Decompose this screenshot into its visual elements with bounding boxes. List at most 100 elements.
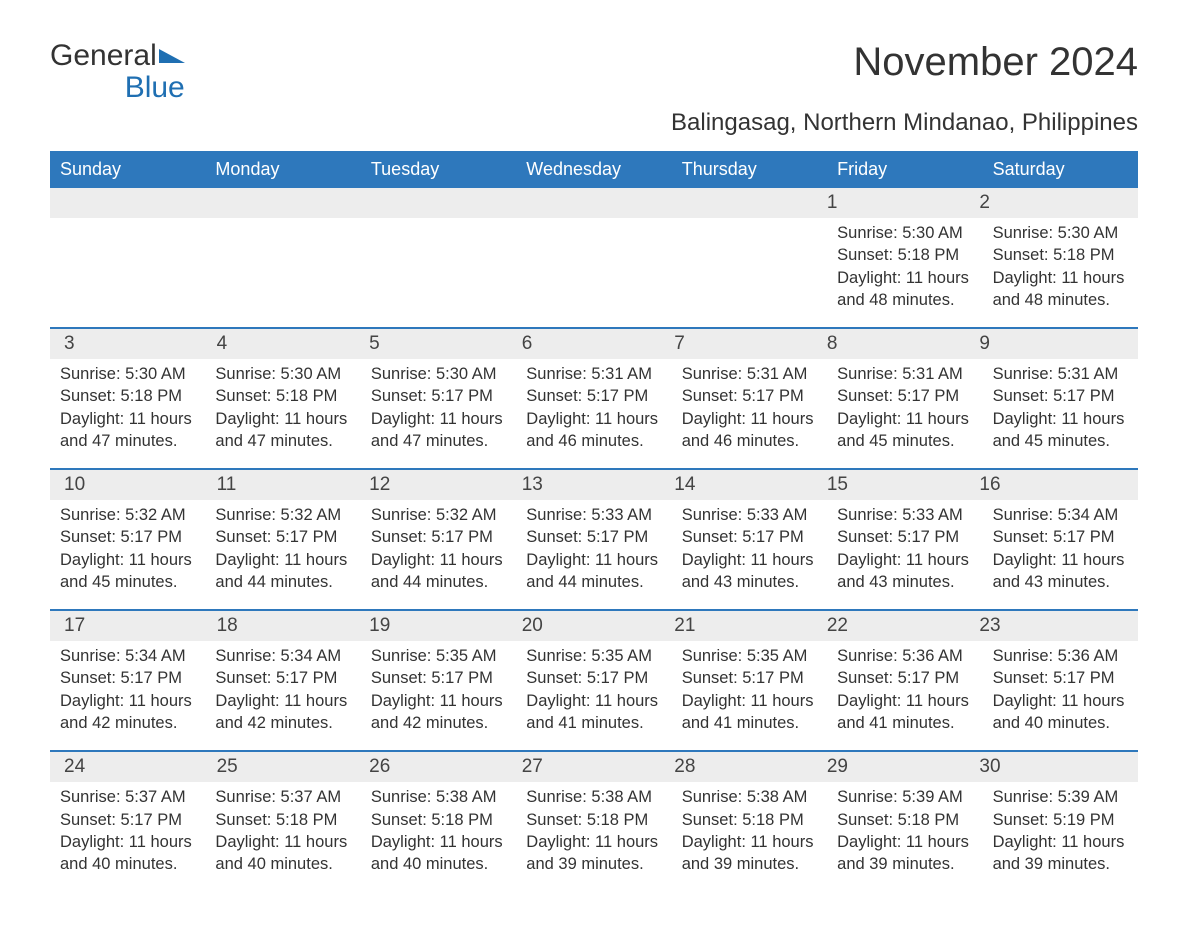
day-cell: Sunrise: 5:33 AMSunset: 5:17 PMDaylight:… xyxy=(516,500,671,609)
day-cell xyxy=(50,218,205,327)
daylight-text: Daylight: 11 hours and 39 minutes. xyxy=(526,831,661,876)
daylight-text: Daylight: 11 hours and 44 minutes. xyxy=(526,549,661,594)
daynum-row: 17181920212223 xyxy=(50,611,1138,641)
sunset-text: Sunset: 5:17 PM xyxy=(215,667,350,689)
day-number: 16 xyxy=(975,472,1128,498)
sunset-text: Sunset: 5:19 PM xyxy=(993,809,1128,831)
sunset-text: Sunset: 5:18 PM xyxy=(60,385,195,407)
day-number: 18 xyxy=(213,613,366,639)
sunset-text: Sunset: 5:18 PM xyxy=(215,809,350,831)
daylight-text: Daylight: 11 hours and 47 minutes. xyxy=(215,408,350,453)
daylight-text: Daylight: 11 hours and 39 minutes. xyxy=(993,831,1128,876)
weekday-header: Saturday xyxy=(983,153,1138,186)
weekday-header: Thursday xyxy=(672,153,827,186)
day-cell: Sunrise: 5:34 AMSunset: 5:17 PMDaylight:… xyxy=(50,641,205,750)
day-cell: Sunrise: 5:37 AMSunset: 5:17 PMDaylight:… xyxy=(50,782,205,891)
location-subtitle: Balingasag, Northern Mindanao, Philippin… xyxy=(50,109,1138,137)
weekday-header: Wednesday xyxy=(516,153,671,186)
sunset-text: Sunset: 5:17 PM xyxy=(682,526,817,548)
daylight-text: Daylight: 11 hours and 45 minutes. xyxy=(993,408,1128,453)
day-number: 4 xyxy=(213,331,366,357)
day-cell: Sunrise: 5:39 AMSunset: 5:18 PMDaylight:… xyxy=(827,782,982,891)
sunset-text: Sunset: 5:18 PM xyxy=(993,244,1128,266)
logo-text-1: General xyxy=(50,40,157,72)
daynum-row: 10111213141516 xyxy=(50,470,1138,500)
sunset-text: Sunset: 5:17 PM xyxy=(526,526,661,548)
day-number: 2 xyxy=(975,190,1128,216)
sunrise-text: Sunrise: 5:30 AM xyxy=(993,222,1128,244)
sunrise-text: Sunrise: 5:31 AM xyxy=(682,363,817,385)
header: General Blue November 2024 xyxy=(50,40,1138,103)
daylight-text: Daylight: 11 hours and 45 minutes. xyxy=(60,549,195,594)
sunrise-text: Sunrise: 5:31 AM xyxy=(993,363,1128,385)
daynum-row: 12 xyxy=(50,188,1138,218)
daylight-text: Daylight: 11 hours and 46 minutes. xyxy=(526,408,661,453)
sunrise-text: Sunrise: 5:32 AM xyxy=(215,504,350,526)
day-number: 3 xyxy=(60,331,213,357)
day-number: 6 xyxy=(518,331,671,357)
day-cell: Sunrise: 5:30 AMSunset: 5:18 PMDaylight:… xyxy=(983,218,1138,327)
sunrise-text: Sunrise: 5:30 AM xyxy=(837,222,972,244)
sunrise-text: Sunrise: 5:37 AM xyxy=(60,786,195,808)
weekday-header: Sunday xyxy=(50,153,205,186)
day-number: 12 xyxy=(365,472,518,498)
sunrise-text: Sunrise: 5:36 AM xyxy=(837,645,972,667)
sunrise-text: Sunrise: 5:33 AM xyxy=(526,504,661,526)
day-cell: Sunrise: 5:35 AMSunset: 5:17 PMDaylight:… xyxy=(516,641,671,750)
daylight-text: Daylight: 11 hours and 42 minutes. xyxy=(371,690,506,735)
weekday-header: Tuesday xyxy=(361,153,516,186)
sunset-text: Sunset: 5:17 PM xyxy=(837,385,972,407)
day-number: 14 xyxy=(670,472,823,498)
day-cell: Sunrise: 5:30 AMSunset: 5:18 PMDaylight:… xyxy=(50,359,205,468)
sunrise-text: Sunrise: 5:34 AM xyxy=(60,645,195,667)
daylight-text: Daylight: 11 hours and 44 minutes. xyxy=(215,549,350,594)
sunset-text: Sunset: 5:17 PM xyxy=(60,667,195,689)
sunrise-text: Sunrise: 5:39 AM xyxy=(993,786,1128,808)
sunset-text: Sunset: 5:17 PM xyxy=(371,526,506,548)
day-number: 9 xyxy=(975,331,1128,357)
day-cell: Sunrise: 5:32 AMSunset: 5:17 PMDaylight:… xyxy=(361,500,516,609)
sunrise-text: Sunrise: 5:38 AM xyxy=(682,786,817,808)
day-cell: Sunrise: 5:31 AMSunset: 5:17 PMDaylight:… xyxy=(827,359,982,468)
sunset-text: Sunset: 5:17 PM xyxy=(215,526,350,548)
sunrise-text: Sunrise: 5:33 AM xyxy=(837,504,972,526)
daylight-text: Daylight: 11 hours and 48 minutes. xyxy=(837,267,972,312)
daylight-text: Daylight: 11 hours and 43 minutes. xyxy=(993,549,1128,594)
day-number: 23 xyxy=(975,613,1128,639)
logo-text-2: Blue xyxy=(50,72,185,104)
sunrise-text: Sunrise: 5:30 AM xyxy=(60,363,195,385)
weekday-header: Friday xyxy=(827,153,982,186)
day-number xyxy=(518,190,671,216)
day-cell: Sunrise: 5:36 AMSunset: 5:17 PMDaylight:… xyxy=(983,641,1138,750)
sunset-text: Sunset: 5:18 PM xyxy=(837,809,972,831)
daylight-text: Daylight: 11 hours and 41 minutes. xyxy=(682,690,817,735)
day-cell: Sunrise: 5:33 AMSunset: 5:17 PMDaylight:… xyxy=(672,500,827,609)
day-number: 5 xyxy=(365,331,518,357)
sunset-text: Sunset: 5:17 PM xyxy=(60,809,195,831)
day-number: 13 xyxy=(518,472,671,498)
day-number: 17 xyxy=(60,613,213,639)
day-cell: Sunrise: 5:34 AMSunset: 5:17 PMDaylight:… xyxy=(205,641,360,750)
day-cell: Sunrise: 5:39 AMSunset: 5:19 PMDaylight:… xyxy=(983,782,1138,891)
day-number: 15 xyxy=(823,472,976,498)
sunset-text: Sunset: 5:18 PM xyxy=(682,809,817,831)
sunset-text: Sunset: 5:17 PM xyxy=(682,385,817,407)
week-body: Sunrise: 5:30 AMSunset: 5:18 PMDaylight:… xyxy=(50,218,1138,327)
day-number: 26 xyxy=(365,754,518,780)
sunrise-text: Sunrise: 5:35 AM xyxy=(682,645,817,667)
day-number xyxy=(60,190,213,216)
daynum-row: 3456789 xyxy=(50,329,1138,359)
day-number xyxy=(365,190,518,216)
daylight-text: Daylight: 11 hours and 41 minutes. xyxy=(837,690,972,735)
day-cell xyxy=(205,218,360,327)
sunset-text: Sunset: 5:17 PM xyxy=(371,667,506,689)
sunrise-text: Sunrise: 5:30 AM xyxy=(215,363,350,385)
sunrise-text: Sunrise: 5:32 AM xyxy=(60,504,195,526)
day-cell xyxy=(672,218,827,327)
page-title: November 2024 xyxy=(853,40,1138,85)
daylight-text: Daylight: 11 hours and 39 minutes. xyxy=(682,831,817,876)
daylight-text: Daylight: 11 hours and 42 minutes. xyxy=(215,690,350,735)
day-number: 22 xyxy=(823,613,976,639)
daylight-text: Daylight: 11 hours and 43 minutes. xyxy=(682,549,817,594)
daylight-text: Daylight: 11 hours and 43 minutes. xyxy=(837,549,972,594)
